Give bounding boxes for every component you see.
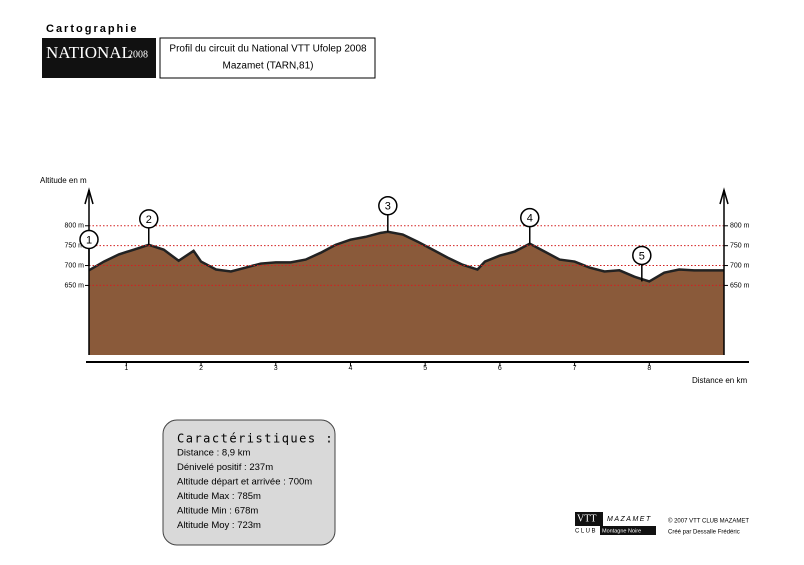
club-sub-box — [600, 526, 656, 535]
y2-arrow — [719, 187, 729, 205]
marker-label: 1 — [86, 234, 92, 246]
info-line: Altitude Min : 678m — [177, 506, 258, 517]
club-bottom: CLUB — [575, 529, 597, 535]
marker: 4 — [520, 207, 540, 244]
chart-title: Profil du circuit du National VTT Ufolep… — [169, 44, 367, 55]
y-axis-label: Altitude en m — [40, 176, 87, 185]
profile-area — [89, 231, 724, 355]
x-tick-label: 6 — [498, 365, 502, 372]
author: Créé par Dessalle Frédéric — [668, 530, 740, 536]
x-tick-label: 5 — [423, 365, 427, 372]
marker-label: 5 — [639, 250, 645, 262]
info-line: Altitude départ et arrivée : 700m — [177, 477, 312, 488]
y-tick-label: 750 m — [65, 243, 85, 250]
marker: 2 — [139, 209, 159, 245]
brand: Cartographie — [46, 23, 138, 35]
marker-circle — [520, 207, 540, 228]
y2-tick-label: 800 m — [730, 223, 750, 230]
plot: 650 m 700 m 750 m 800 m 650 m 700 m 750 m 800 m… — [65, 187, 750, 372]
club-top: VTT — [577, 513, 596, 524]
y-tick-label: 700 m — [65, 262, 85, 269]
y2-tick-label: 650 m — [730, 282, 750, 289]
info-box — [162, 419, 336, 546]
info-line: Distance : 8,9 km — [177, 448, 250, 459]
x-tick-label: 7 — [573, 365, 577, 372]
title-box — [159, 37, 376, 79]
profile-line — [88, 230, 724, 283]
logo-year: 2008 — [128, 49, 148, 60]
club-name: MAZAMET — [607, 516, 652, 523]
y-arrow — [84, 187, 94, 205]
y2-tick-label: 750 m — [730, 243, 750, 250]
logo-main: NATIONAL — [46, 43, 132, 62]
info-title: Caractéristiques : — [177, 432, 334, 446]
marker-label: 2 — [146, 214, 152, 226]
info-line: Altitude Max : 785m — [177, 491, 261, 502]
marker: 1 — [79, 229, 99, 266]
info-line: Dénivelé positif : 237m — [177, 462, 273, 473]
marker: 5 — [632, 245, 652, 282]
y-tick-label: 650 m — [65, 282, 85, 289]
info-lines: Distance : 8,9 km Dénivelé positif : 237m… — [177, 448, 312, 532]
club-sub: Montagne Noire — [602, 528, 641, 534]
x-tick-label: 3 — [274, 365, 278, 372]
x-axis-label: Distance en km — [692, 376, 747, 385]
y2-tick-label: 700 m — [730, 262, 750, 269]
marker-circle — [79, 229, 99, 250]
x-tick-label: 8 — [647, 365, 651, 372]
marker: 3 — [378, 195, 398, 232]
x-tick-label: 4 — [349, 365, 353, 372]
y-tick-label: 800 m — [65, 223, 85, 230]
info-line: Altitude Moy : 723m — [177, 520, 261, 531]
logo-box — [42, 38, 156, 78]
chart-subtitle: Mazamet (TARN,81) — [223, 61, 314, 72]
marker-label: 3 — [385, 201, 391, 213]
marker-label: 4 — [527, 213, 533, 225]
copyright: © 2007 VTT CLUB MAZAMET — [668, 518, 749, 525]
x-tick-label: 2 — [199, 365, 203, 372]
marker-circle — [378, 195, 398, 216]
x-tick-label: 1 — [124, 365, 128, 372]
marker-circle — [632, 245, 652, 266]
marker-circle — [139, 209, 159, 229]
club-logo — [575, 512, 603, 526]
